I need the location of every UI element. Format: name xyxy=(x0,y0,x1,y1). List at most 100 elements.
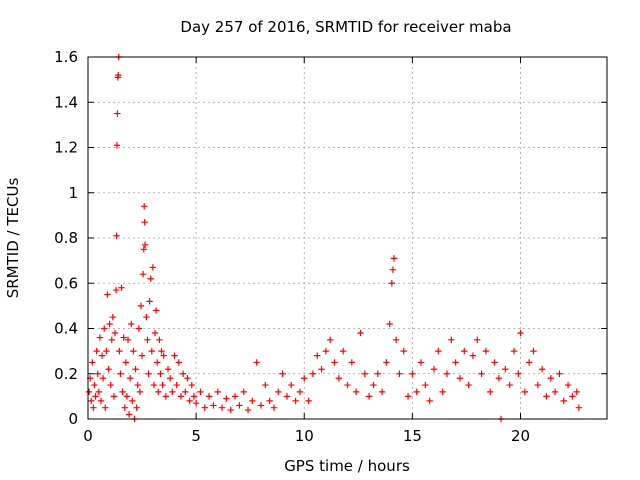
data-point xyxy=(404,393,412,400)
data-point xyxy=(145,370,152,377)
data-point xyxy=(160,352,167,359)
data-point xyxy=(169,388,176,396)
data-point xyxy=(218,404,226,411)
data-point xyxy=(227,406,234,414)
data-point xyxy=(110,393,118,400)
data-point xyxy=(121,404,128,411)
data-point xyxy=(318,366,325,373)
data-point xyxy=(114,110,121,117)
data-point xyxy=(95,388,103,396)
data-point xyxy=(335,375,343,382)
x-tick-labels: 0 5 10 15 20 xyxy=(83,427,530,445)
data-point xyxy=(141,203,148,210)
grid-lines xyxy=(88,57,607,419)
data-point xyxy=(474,336,481,344)
x-tick-label: 5 xyxy=(191,427,201,445)
y-tick-label: 1 xyxy=(68,184,78,202)
data-point xyxy=(538,366,546,373)
data-point xyxy=(452,359,459,366)
data-point xyxy=(426,397,433,405)
data-point xyxy=(137,302,145,310)
data-point xyxy=(275,388,282,396)
data-point xyxy=(149,264,157,271)
data-point xyxy=(478,370,485,377)
data-point xyxy=(390,255,398,262)
data-point xyxy=(430,366,438,373)
data-point xyxy=(152,307,160,314)
data-point xyxy=(94,370,101,377)
x-tick-label: 20 xyxy=(511,427,530,445)
y-tick-label: 0.8 xyxy=(54,229,78,247)
data-point xyxy=(140,246,147,253)
data-point xyxy=(135,325,143,332)
data-point xyxy=(386,320,393,328)
data-point xyxy=(119,388,126,396)
data-point xyxy=(158,347,165,355)
data-point xyxy=(102,404,109,411)
data-point xyxy=(97,397,105,405)
data-point xyxy=(210,402,217,409)
data-point xyxy=(147,275,154,282)
data-point xyxy=(105,366,112,373)
data-point xyxy=(113,142,121,149)
chart-title: Day 257 of 2016, SRMTID for receiver mab… xyxy=(180,18,511,36)
data-point xyxy=(357,329,364,337)
data-point xyxy=(409,370,416,377)
data-point xyxy=(186,397,193,405)
data-point xyxy=(159,381,166,389)
data-points xyxy=(85,53,583,423)
data-point xyxy=(510,347,518,355)
data-point xyxy=(85,388,93,396)
data-point xyxy=(96,334,104,341)
data-point xyxy=(107,381,114,389)
data-point xyxy=(151,329,159,337)
y-tick-label: 0.2 xyxy=(54,365,78,383)
data-point xyxy=(344,381,351,389)
data-point xyxy=(129,397,136,405)
data-point xyxy=(309,370,317,377)
data-point xyxy=(491,359,498,366)
data-point xyxy=(361,370,368,377)
y-tick-label: 1.2 xyxy=(54,139,78,157)
data-point xyxy=(482,347,490,355)
x-tick-label: 0 xyxy=(83,427,93,445)
data-point xyxy=(126,375,134,382)
data-point xyxy=(517,329,524,337)
data-point xyxy=(124,336,132,344)
data-point xyxy=(146,298,153,305)
data-point xyxy=(389,266,397,273)
axis-ticks xyxy=(87,56,607,420)
data-point xyxy=(314,352,321,359)
data-point xyxy=(130,347,137,355)
data-point xyxy=(560,397,567,405)
data-point xyxy=(150,381,158,389)
data-point xyxy=(98,352,106,359)
data-point xyxy=(547,375,554,382)
data-point xyxy=(327,336,334,344)
data-point xyxy=(157,370,164,377)
data-point xyxy=(392,336,400,344)
data-point xyxy=(90,404,97,411)
x-axis-label: GPS time / hours xyxy=(284,457,410,475)
data-point xyxy=(116,347,123,355)
data-point xyxy=(292,397,299,405)
data-point xyxy=(331,359,338,366)
data-point xyxy=(249,397,256,405)
data-point xyxy=(266,397,273,405)
y-tick-label: 1.6 xyxy=(54,48,78,66)
data-point xyxy=(439,388,446,396)
data-point xyxy=(461,347,468,355)
data-point xyxy=(155,388,162,396)
data-point xyxy=(374,370,381,377)
data-point xyxy=(118,284,125,291)
data-point xyxy=(564,381,572,389)
data-point xyxy=(112,286,120,294)
data-point xyxy=(134,381,141,389)
y-tick-label: 0 xyxy=(68,410,78,428)
data-point xyxy=(288,381,295,389)
data-point xyxy=(190,393,198,400)
data-point xyxy=(108,336,115,344)
data-point xyxy=(89,359,96,366)
data-point xyxy=(177,393,185,400)
data-point xyxy=(143,313,150,321)
